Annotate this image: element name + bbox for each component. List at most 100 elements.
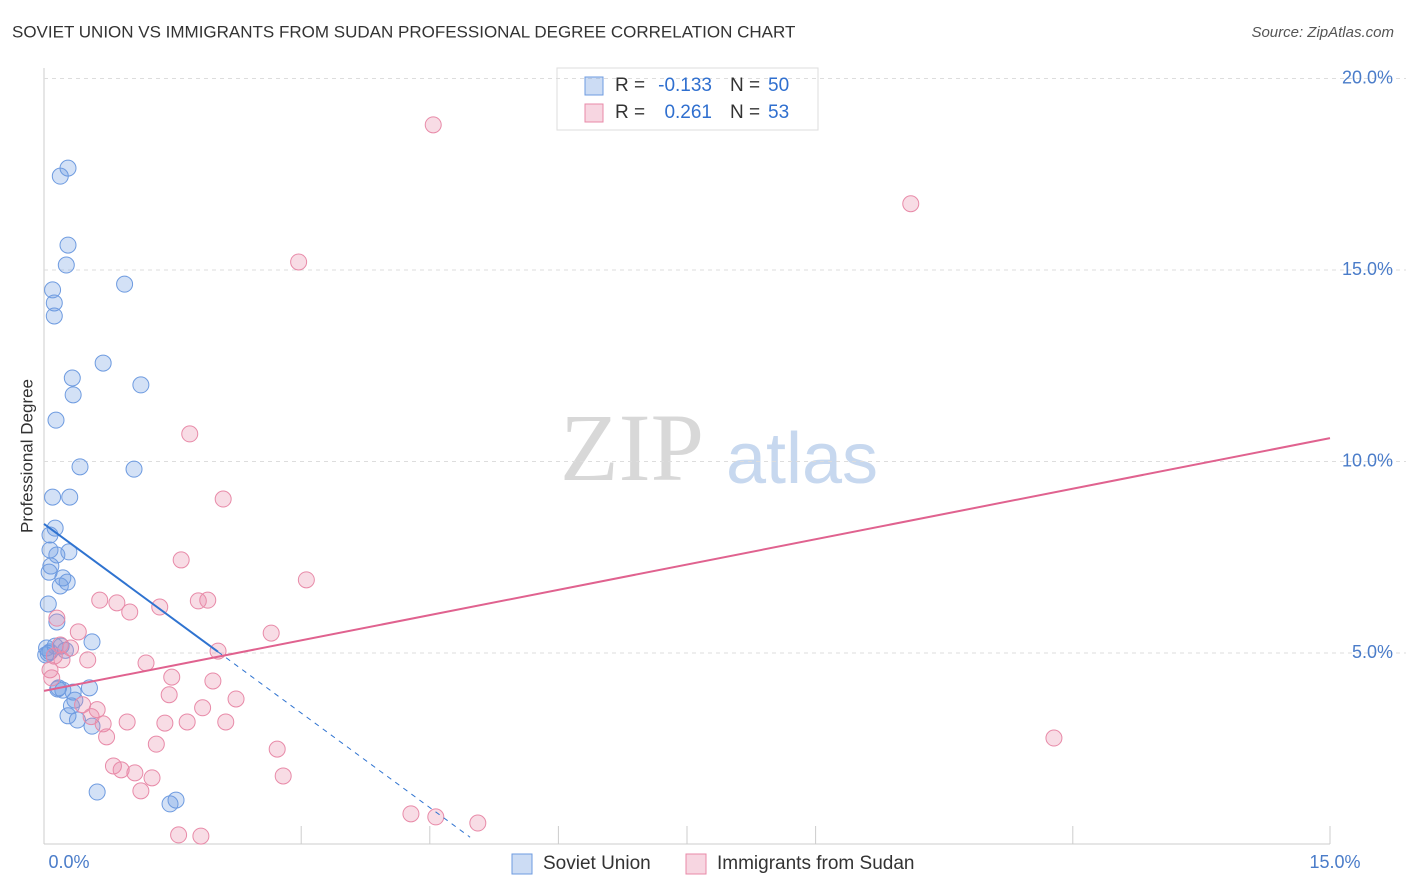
point [160, 686, 178, 704]
stat-label: N = [730, 102, 760, 123]
point [62, 639, 80, 657]
legend-swatch [685, 853, 707, 875]
point [126, 764, 144, 782]
legend-label: Immigrants from Sudan [717, 853, 914, 874]
point [297, 571, 315, 589]
point [47, 411, 65, 429]
point [262, 624, 280, 642]
stat-value: 0.261 [664, 102, 712, 123]
point [59, 236, 77, 254]
point [143, 769, 161, 787]
point [217, 713, 235, 731]
point [57, 256, 75, 274]
watermark: atlas [726, 419, 878, 499]
point [427, 808, 445, 826]
source: Source: ZipAtlas.com [1251, 24, 1394, 41]
point [48, 609, 66, 627]
point [63, 369, 81, 387]
point [189, 592, 207, 610]
point [132, 376, 150, 394]
point [69, 623, 87, 641]
trend-line [217, 651, 471, 838]
stat-label: N = [730, 75, 760, 96]
trend-line [43, 523, 219, 653]
point [161, 795, 179, 813]
point [45, 307, 63, 325]
point [46, 519, 64, 537]
point [43, 669, 61, 687]
point [45, 647, 63, 665]
point [88, 701, 106, 719]
point [290, 253, 308, 271]
chart-title: SOVIET UNION VS IMMIGRANTS FROM SUDAN PR… [12, 22, 795, 41]
legend-swatch [584, 76, 604, 96]
point [104, 757, 122, 775]
point [94, 715, 112, 733]
point [94, 354, 112, 372]
point [108, 594, 126, 612]
y-tick-label: 10.0% [1342, 450, 1393, 470]
point [181, 425, 199, 443]
stat-label: R = [615, 102, 645, 123]
point [51, 167, 69, 185]
point [48, 613, 66, 631]
stat-label: R = [615, 75, 645, 96]
point [214, 490, 232, 508]
point [91, 591, 109, 609]
point [80, 679, 98, 697]
y-tick-label: 20.0% [1342, 67, 1393, 87]
point [227, 690, 245, 708]
legend-swatch [511, 853, 533, 875]
watermark: ZIP [560, 394, 704, 501]
point [83, 717, 101, 735]
point [64, 386, 82, 404]
point [199, 591, 217, 609]
point [53, 651, 71, 669]
legend-swatch [584, 103, 604, 123]
point [469, 814, 487, 832]
point [132, 782, 150, 800]
y-axis-label: Professional Degree [17, 379, 36, 533]
point [274, 767, 292, 785]
point [98, 728, 116, 746]
stat-value: -0.133 [658, 75, 712, 96]
point [39, 595, 57, 613]
point [71, 458, 89, 476]
stat-value: 53 [768, 102, 789, 123]
point [116, 275, 134, 293]
legend-label: Soviet Union [543, 853, 651, 874]
point [137, 654, 155, 672]
point [121, 603, 139, 621]
point [51, 577, 69, 595]
point [44, 488, 62, 506]
point [125, 460, 143, 478]
point [902, 195, 920, 213]
point [163, 668, 181, 686]
point [1045, 729, 1063, 747]
point [112, 761, 130, 779]
point [178, 713, 196, 731]
y-tick-label: 5.0% [1352, 642, 1393, 662]
point [204, 672, 222, 690]
point [170, 826, 188, 844]
point [194, 699, 212, 717]
point [156, 714, 174, 732]
y-tick-label: 15.0% [1342, 259, 1393, 279]
point [424, 116, 442, 134]
point [60, 543, 78, 561]
x-tick-label: 15.0% [1309, 852, 1360, 872]
point [147, 735, 165, 753]
point [61, 488, 79, 506]
point [172, 551, 190, 569]
point [68, 711, 86, 729]
point [268, 740, 286, 758]
trend-line [43, 437, 1331, 692]
point [192, 827, 210, 845]
point [44, 281, 62, 299]
point [51, 636, 69, 654]
point [42, 557, 60, 575]
x-tick-label: 0.0% [48, 852, 89, 872]
point [118, 713, 136, 731]
